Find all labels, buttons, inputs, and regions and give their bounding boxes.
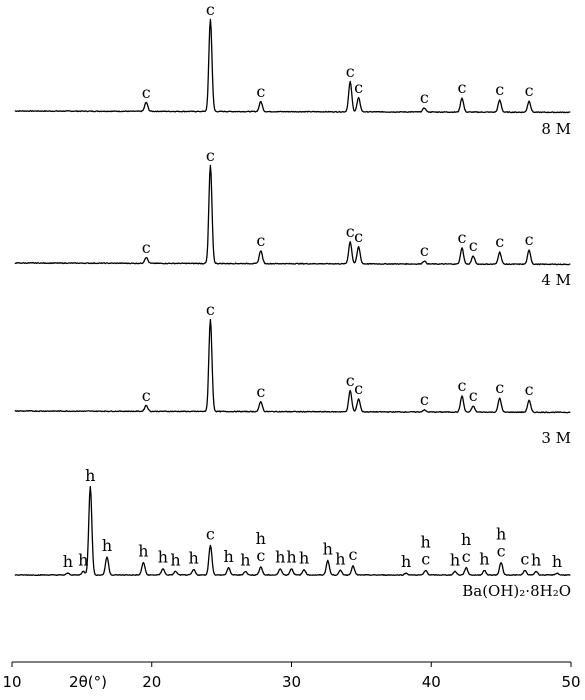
x-tick-label: 20: [142, 673, 161, 691]
peak-label: h: [275, 548, 285, 567]
trace-name-label: 3 M: [541, 429, 571, 447]
trace-label-layer: 8 M 4 M 3 M Ba(OH)₂·8H₂O: [462, 120, 571, 600]
peak-label: h: [461, 530, 471, 549]
x-axis: 10 20 30 40 50 2θ(°): [2, 661, 581, 691]
peak-label: c: [256, 546, 265, 565]
peak-label: h: [223, 547, 233, 566]
peak-label: c: [346, 222, 355, 241]
trace-name-label: Ba(OH)₂·8H₂O: [462, 582, 571, 600]
peak-label: h: [85, 466, 95, 485]
peak-label: c: [354, 78, 363, 97]
x-axis-label: 2θ(°): [69, 673, 107, 691]
peak-label: c: [462, 547, 471, 566]
trace-2: [14, 318, 571, 414]
peak-label: c: [346, 371, 355, 390]
peak-label: c: [420, 390, 429, 409]
peak-label: c: [469, 236, 478, 255]
peak-label: h: [158, 548, 168, 567]
peak-label: c: [346, 62, 355, 81]
peak-label: h: [63, 552, 73, 571]
peak-label: h: [170, 550, 180, 569]
peak-label: c: [458, 376, 467, 395]
peak-label: c: [421, 550, 430, 569]
peak-label: c: [525, 81, 534, 100]
peak-label: h: [240, 550, 250, 569]
peak-label: h: [531, 550, 541, 569]
peak-label: c: [142, 83, 151, 102]
peak-label: c: [495, 232, 504, 251]
trace-0: [14, 18, 571, 114]
peak-label: h: [189, 549, 199, 568]
peak-label: h: [256, 529, 266, 548]
peak-label: h: [138, 541, 148, 560]
peak-label: c: [142, 386, 151, 405]
peak-label: h: [479, 550, 489, 569]
trace-name-label: 4 M: [541, 271, 571, 289]
peak-label: c: [349, 545, 358, 564]
peak-label: c: [256, 82, 265, 101]
peak-label: c: [525, 380, 534, 399]
peak-label: c: [495, 378, 504, 397]
trace-3: [14, 485, 571, 577]
peak-label: c: [206, 524, 215, 543]
peak-label: c: [469, 386, 478, 405]
peak-label: h: [450, 550, 460, 569]
peak-label: c: [420, 88, 429, 107]
peak-label: h: [299, 549, 309, 568]
peak-label: c: [206, 0, 215, 19]
trace-layer: [14, 18, 571, 577]
x-tick-layer: 10 20 30 40 50: [2, 662, 581, 691]
x-tick-label: 50: [561, 673, 580, 691]
peak-label: h: [286, 548, 296, 567]
trace-1: [14, 164, 571, 266]
peak-label: c: [256, 382, 265, 401]
peak-label: c: [520, 550, 529, 569]
peak-label: c: [354, 227, 363, 246]
x-tick-label: 40: [422, 673, 441, 691]
peak-label: h: [102, 536, 112, 555]
peak-label: c: [420, 241, 429, 260]
peak-label: h: [78, 550, 88, 569]
peak-label: c: [142, 238, 151, 257]
peak-label: c: [256, 231, 265, 250]
peak-label: c: [458, 78, 467, 97]
peak-label: c: [354, 379, 363, 398]
peak-label: c: [497, 541, 506, 560]
peak-label: h: [552, 552, 562, 571]
x-tick-label: 30: [282, 673, 301, 691]
peak-label: h: [421, 533, 431, 552]
peak-label: h: [323, 540, 333, 559]
peak-label: c: [495, 80, 504, 99]
peak-label: c: [525, 230, 534, 249]
trace-name-label: 8 M: [541, 120, 571, 138]
peak-label: h: [496, 524, 506, 543]
peak-label: c: [206, 146, 215, 165]
peak-label: c: [206, 300, 215, 319]
peak-label: h: [401, 552, 411, 571]
x-tick-label: 10: [2, 673, 21, 691]
peak-label: h: [335, 550, 345, 569]
peak-label: c: [458, 228, 467, 247]
